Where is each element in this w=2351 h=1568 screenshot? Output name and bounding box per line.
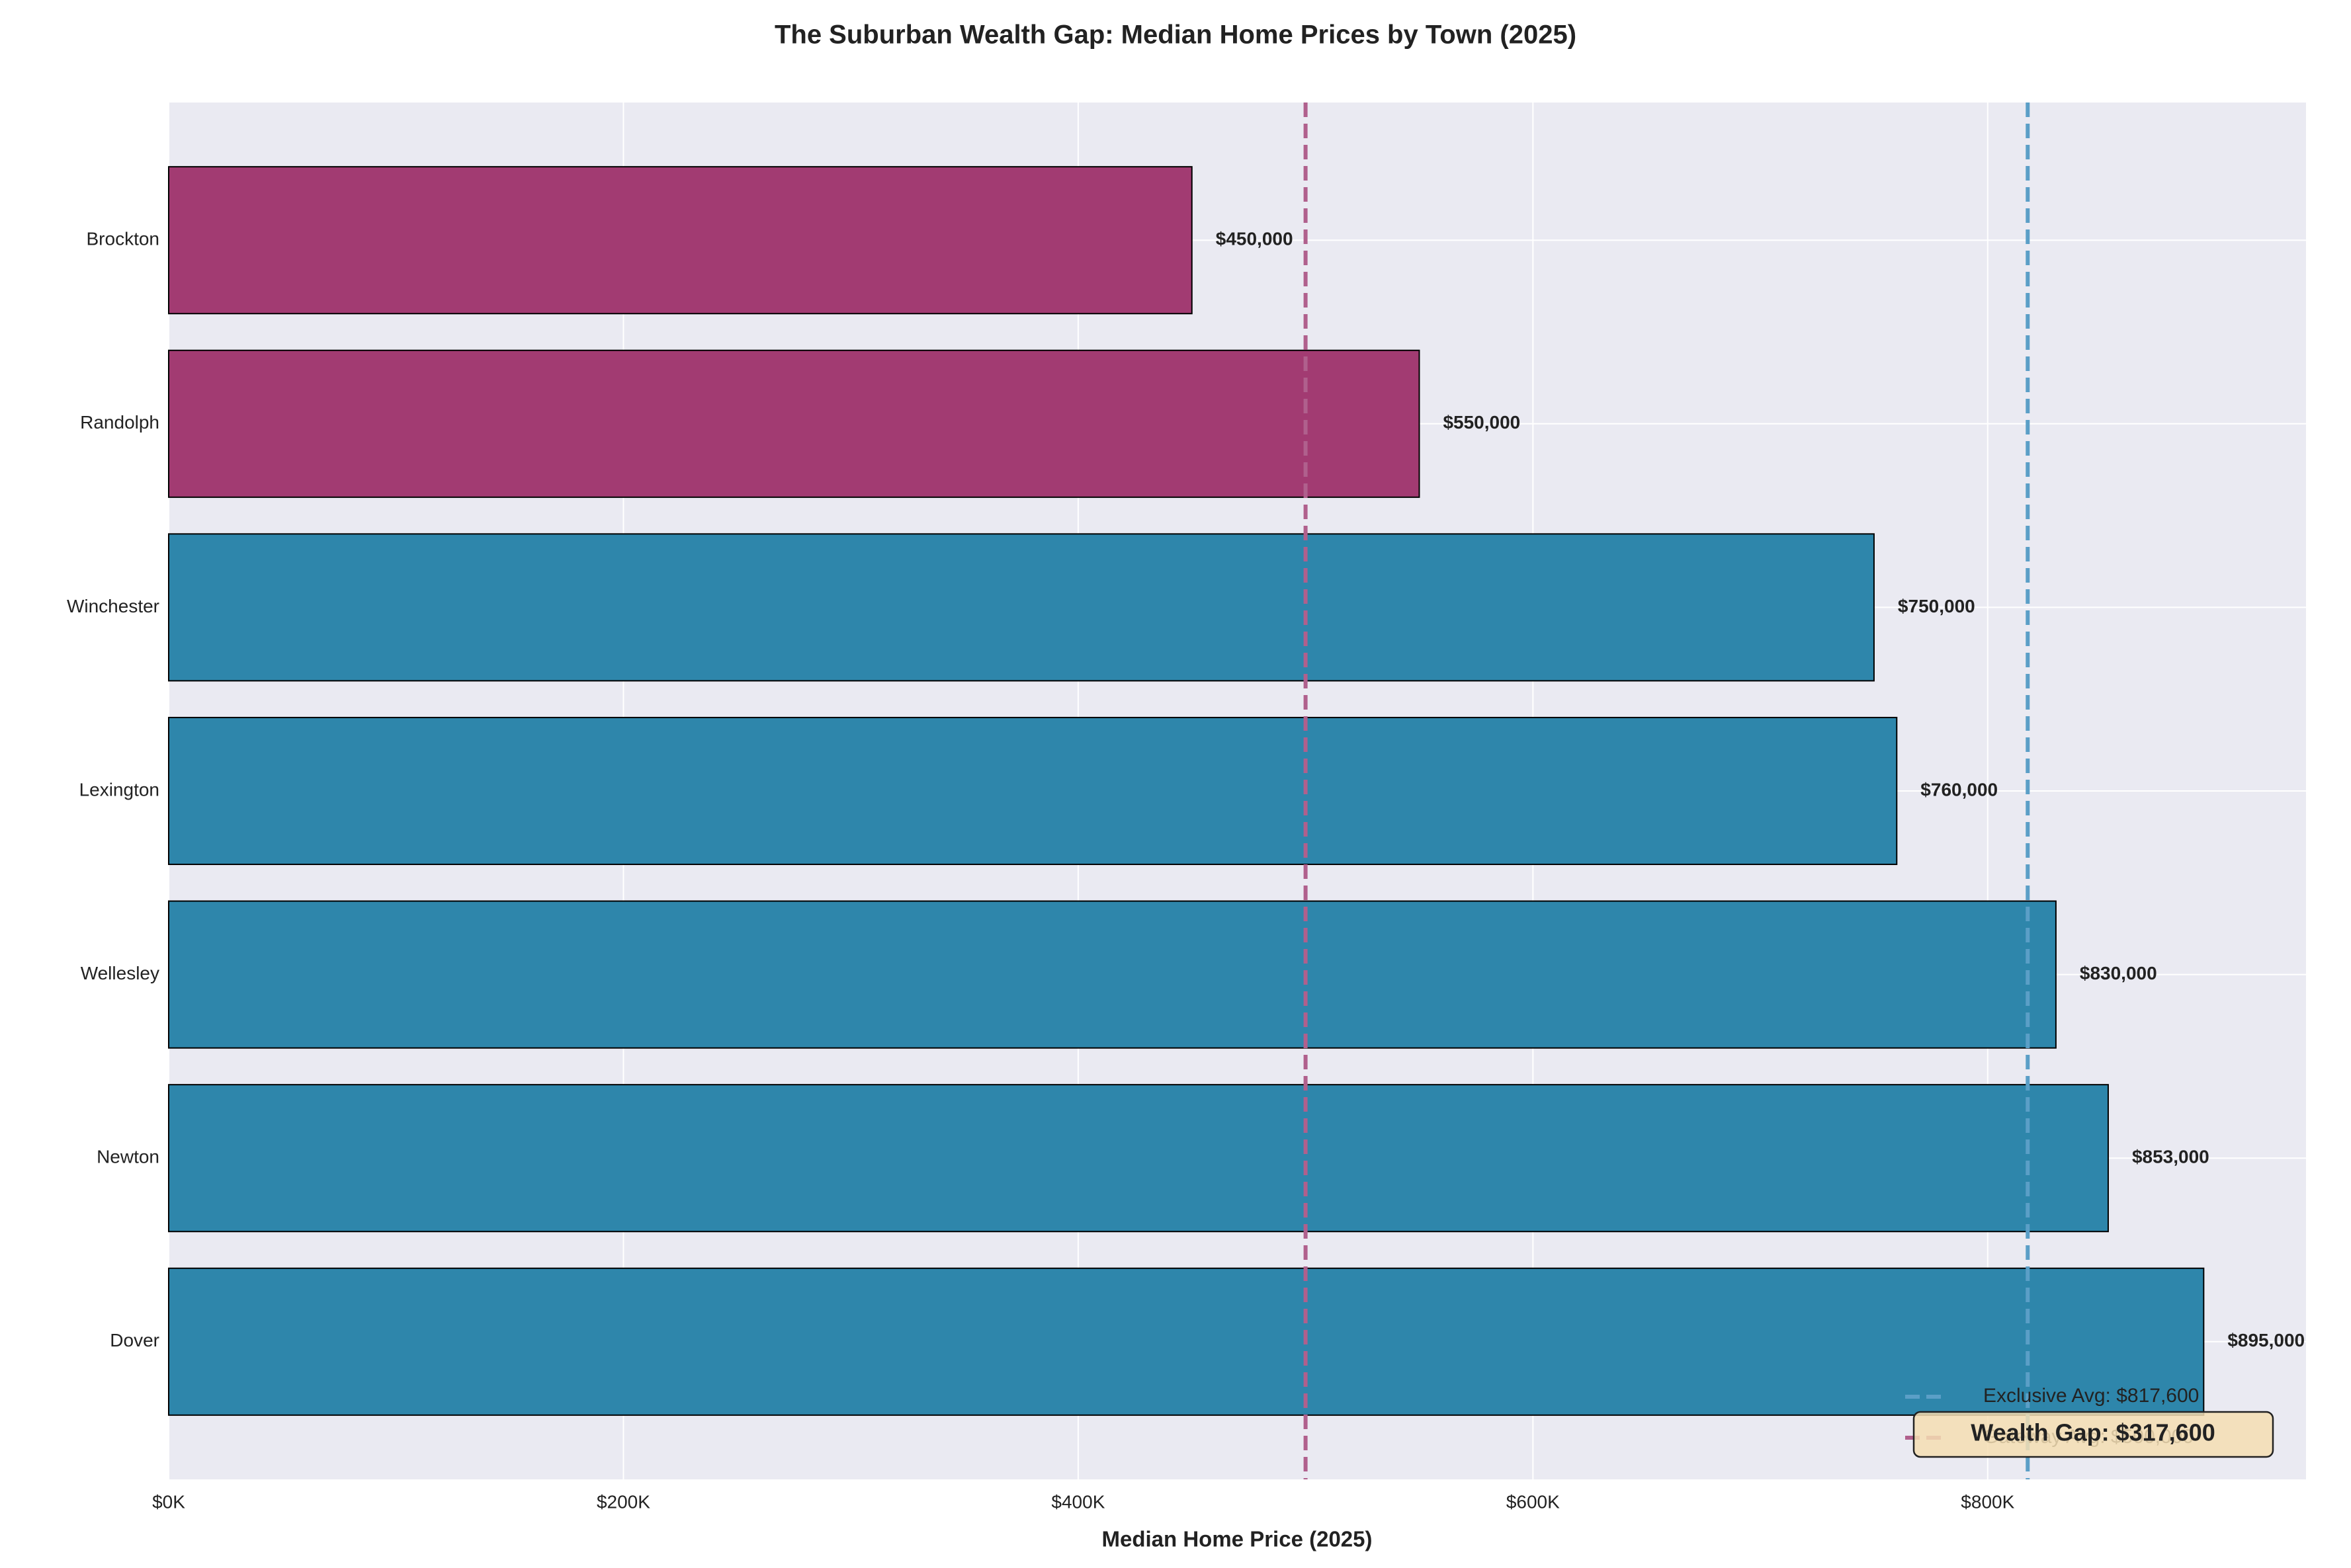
y-tick-label: Newton bbox=[97, 1147, 159, 1167]
value-label: $760,000 bbox=[1920, 779, 1998, 800]
y-tick-label: Winchester bbox=[67, 596, 159, 616]
value-label: $450,000 bbox=[1216, 229, 1293, 249]
bar bbox=[168, 166, 1193, 315]
legend-label: Exclusive Avg: $817,600 bbox=[1983, 1385, 2199, 1407]
y-tick-label: Lexington bbox=[79, 779, 159, 800]
bar bbox=[168, 1267, 2205, 1416]
x-tick-label: $800K bbox=[1961, 1491, 2014, 1512]
bar bbox=[168, 533, 1875, 682]
y-tick-label: Randolph bbox=[80, 412, 159, 433]
y-tick-label: Dover bbox=[110, 1330, 159, 1350]
x-tick-label: $400K bbox=[1051, 1491, 1105, 1512]
x-tick-label: $200K bbox=[597, 1491, 650, 1512]
x-axis-label: Median Home Price (2025) bbox=[1102, 1527, 1373, 1551]
annotation-box bbox=[1912, 1411, 2274, 1458]
x-tick-label: $600K bbox=[1506, 1491, 1560, 1512]
annotation: Wealth Gap: $317,600 bbox=[1971, 1419, 2215, 1446]
y-tick-label: Brockton bbox=[87, 229, 160, 249]
bar bbox=[168, 900, 2057, 1049]
x-tick-label: $0K bbox=[152, 1491, 185, 1512]
bar bbox=[168, 716, 1898, 866]
bar bbox=[168, 349, 1420, 498]
y-tick-label: Wellesley bbox=[81, 963, 159, 983]
value-label: $550,000 bbox=[1443, 412, 1520, 433]
value-label: $853,000 bbox=[2132, 1147, 2209, 1167]
value-label: $830,000 bbox=[2080, 963, 2157, 983]
value-label: $895,000 bbox=[2227, 1330, 2305, 1350]
chart-title: The Suburban Wealth Gap: Median Home Pri… bbox=[775, 21, 1576, 50]
bar bbox=[168, 1084, 2109, 1233]
value-label: $750,000 bbox=[1898, 596, 1975, 616]
